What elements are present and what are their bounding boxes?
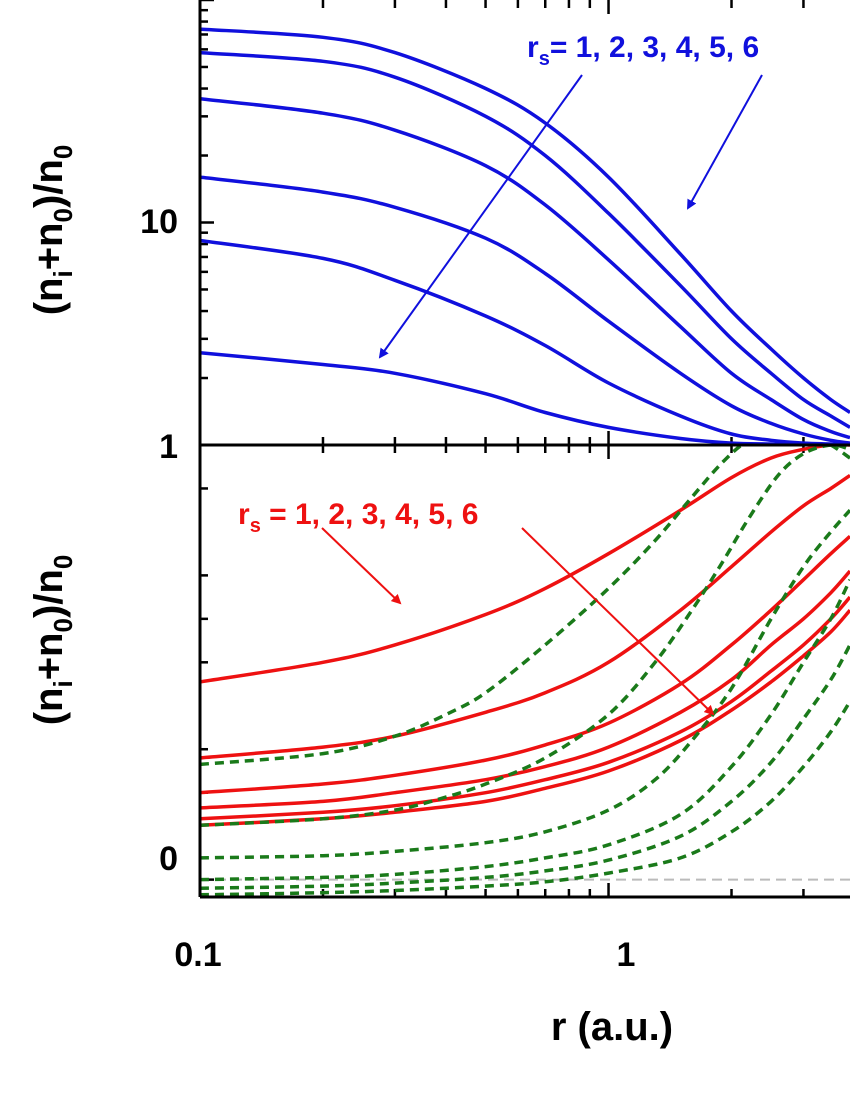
top-panel: 1 10 (ni+n0)/n0 rs= 1, 2, 3, 4, 5, 6	[27, 0, 850, 466]
bottom-dashed-line-2	[200, 445, 850, 828]
top-series-line-5	[200, 50, 850, 429]
x-axis-label: r (a.u.)	[551, 1005, 673, 1049]
bottom-solid-line-5	[200, 595, 850, 821]
bottom-solid-line-6	[200, 609, 850, 828]
bottom-dashed-line-3	[200, 509, 850, 860]
bottom-annotation: rs = 1, 2, 3, 4, 5, 6	[238, 498, 478, 537]
bottom-solid-line-1	[200, 445, 850, 684]
top-series-group	[200, 27, 850, 445]
bottom-dashed-line-6	[200, 700, 850, 897]
top-series-line-6	[200, 27, 850, 414]
bottom-ytick-label-0: 0	[159, 840, 178, 878]
bottom-annotation-arrow-right	[521, 527, 715, 716]
xtick-label-1: 1	[617, 936, 636, 974]
xtick-label-0.1: 0.1	[174, 936, 221, 974]
top-series-line-4	[200, 96, 850, 440]
top-annotation: rs= 1, 2, 3, 4, 5, 6	[527, 31, 759, 70]
bottom-solid-line-2	[200, 473, 850, 760]
top-series-line-3	[200, 175, 850, 445]
bottom-solid-line-4	[200, 569, 850, 810]
top-annotation-arrow-right	[687, 74, 763, 210]
bottom-y-axis-label: (ni+n0)/n0	[27, 555, 78, 726]
top-series-line-1	[200, 350, 850, 445]
top-annotation-arrow-left	[378, 74, 583, 359]
bottom-series-group	[200, 445, 850, 897]
top-y-axis-label: (ni+n0)/n0	[27, 145, 78, 316]
bottom-annotation-arrow-left	[321, 527, 402, 605]
top-series-line-2	[200, 238, 850, 445]
top-axis-ticks	[198, 0, 805, 447]
bottom-solid-line-3	[200, 535, 850, 795]
top-ytick-label-10: 10	[140, 203, 178, 241]
bottom-dashed-line-4	[200, 578, 850, 882]
bottom-panel: 0 0.1 1 r (a.u.) (ni+n0)/n0 rs = 1, 2, 3…	[27, 443, 850, 1049]
top-ytick-label-1: 1	[159, 428, 178, 466]
bottom-dashed-line-1	[200, 445, 850, 767]
